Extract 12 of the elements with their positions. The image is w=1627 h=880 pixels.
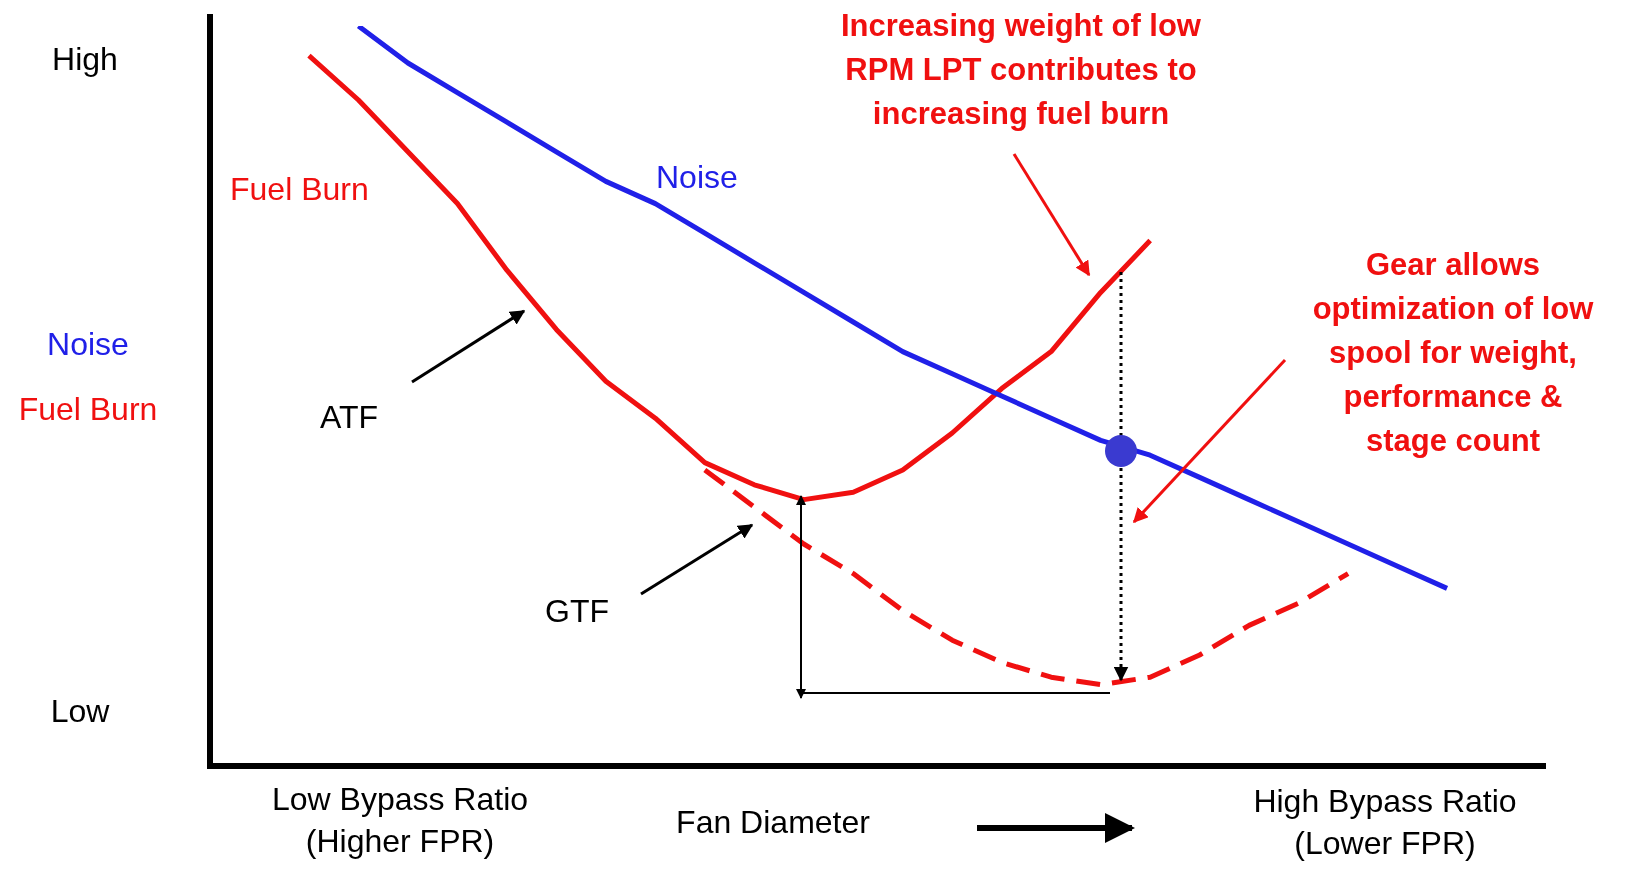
text: Low Bypass Ratio (Higher FPR) xyxy=(271,780,529,861)
annotation: Increasing weight of low RPM LPT contributes to increasing fuel burn xyxy=(840,7,1202,134)
text: Low xyxy=(50,692,110,732)
text: High Bypass Ratio (Lower FPR) xyxy=(1253,782,1517,863)
annotation: Gear allows optimization of low spool for weight, performance & stage count xyxy=(1311,246,1595,461)
y-axis-title: Noise Fuel Burn xyxy=(18,325,158,430)
x-axis-title: Fan Diameter xyxy=(676,803,870,843)
series-label: Fuel Burn xyxy=(230,170,369,210)
series-label: Noise xyxy=(656,158,738,198)
annotation: GTF xyxy=(545,592,609,632)
annotation: ATF xyxy=(319,398,379,438)
text: High xyxy=(52,40,118,80)
